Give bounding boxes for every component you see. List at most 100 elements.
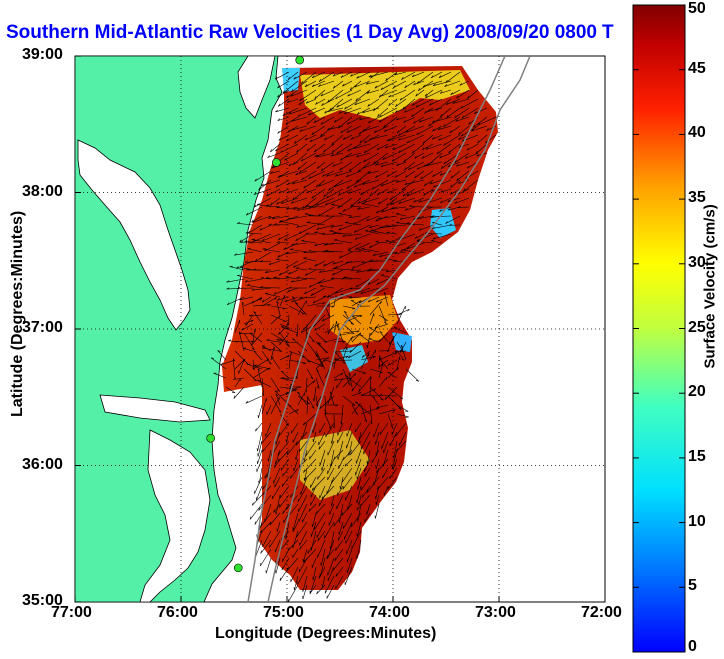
velocity-vector-head (390, 202, 393, 205)
velocity-vector (312, 296, 326, 304)
velocity-vector-head (306, 148, 309, 152)
velocity-vector-head (249, 516, 252, 520)
velocity-vector-head (342, 456, 345, 460)
velocity-vector-head (290, 280, 294, 283)
velocity-vector-head (267, 458, 269, 462)
velocity-vector (287, 179, 299, 185)
axis-ticks (74, 55, 606, 603)
velocity-vector-head (376, 147, 380, 151)
velocity-vector-head (361, 260, 365, 263)
velocity-vector-head (321, 496, 324, 500)
velocity-vector (301, 71, 317, 85)
velocity-vector (302, 548, 308, 563)
velocity-vector-head (432, 128, 435, 132)
velocity-vector-head (303, 477, 306, 481)
velocity-vector-head (303, 458, 305, 462)
colorbar-tick-label: 10 (688, 512, 706, 530)
velocity-vector-head (334, 291, 338, 294)
velocity-vector (376, 494, 380, 505)
velocity-vector-head (458, 137, 461, 140)
velocity-vector-head (353, 184, 357, 188)
velocity-vector-head (303, 422, 305, 426)
velocity-vector-head (257, 453, 259, 457)
velocity-vector-head (260, 286, 264, 288)
velocity-vector (395, 107, 407, 113)
velocity-vector-head (277, 85, 280, 89)
velocity-vector-head (373, 160, 376, 164)
velocity-vector-head (342, 83, 345, 87)
velocity-vector-head (394, 251, 398, 255)
velocity-vector-head (328, 187, 331, 191)
velocity-vector-head (282, 510, 284, 514)
velocity-vector (404, 161, 416, 171)
velocity-vector (356, 467, 362, 480)
velocity-vector-head (384, 129, 387, 132)
velocity-vector (316, 152, 335, 158)
velocity-vector (299, 530, 308, 546)
velocity-vector (312, 71, 326, 79)
velocity-vector (354, 224, 371, 233)
velocity-vector-head (262, 492, 264, 496)
velocity-vector (327, 89, 344, 103)
velocity-vector-head (331, 141, 334, 145)
velocity-vector (395, 170, 407, 178)
velocity-vector-head (391, 207, 394, 210)
velocity-vector-head (357, 486, 359, 490)
velocity-vector-head (345, 174, 349, 178)
velocity-vector-head (347, 148, 350, 152)
velocity-vector-head (256, 448, 258, 452)
velocity-vector (466, 143, 479, 151)
velocity-vector-head (321, 584, 323, 588)
velocity-vector-head (324, 409, 327, 413)
velocity-vector-head (395, 103, 398, 107)
velocity-vector (325, 422, 335, 438)
velocity-vector-head (251, 238, 255, 240)
velocity-vector-head (308, 508, 311, 512)
velocity-vector-head (228, 339, 232, 342)
velocity-vector-head (438, 75, 442, 78)
velocity-vector-head (348, 355, 351, 359)
velocity-vector-head (340, 421, 342, 425)
velocity-vector-head (330, 503, 332, 507)
velocity-vector-head (314, 243, 318, 247)
velocity-vector (360, 431, 371, 450)
velocity-vector-head (443, 161, 446, 165)
velocity-vector-head (366, 91, 370, 94)
velocity-vector-head (297, 166, 300, 170)
velocity-vector (335, 89, 353, 100)
velocity-vector (258, 494, 272, 511)
velocity-vector-head (290, 475, 292, 479)
velocity-vector (261, 296, 272, 303)
velocity-vector-head (413, 82, 416, 86)
velocity-vector-head (291, 299, 294, 303)
velocity-vector-head (270, 171, 273, 174)
velocity-vector-head (406, 222, 410, 224)
velocity-vector-head (336, 385, 338, 389)
velocity-vector-head (277, 389, 280, 392)
velocity-vector-head (388, 102, 391, 106)
velocity-vector (378, 409, 396, 415)
velocity-vector (366, 476, 380, 493)
velocity-vector-head (288, 286, 292, 289)
velocity-vector-head (454, 160, 457, 163)
velocity-vector-head (261, 299, 265, 303)
velocity-vector-head (374, 130, 377, 133)
velocity-vector (327, 107, 344, 112)
velocity-vector (324, 413, 332, 430)
velocity-vector (310, 476, 317, 488)
velocity-vector-head (244, 280, 248, 283)
velocity-vector-head (319, 406, 322, 410)
velocity-vector (431, 215, 452, 218)
velocity-vector (443, 116, 461, 128)
velocity-vector (333, 80, 344, 89)
velocity-vector (327, 566, 335, 581)
velocity-vector-head (416, 166, 420, 170)
velocity-vector (391, 152, 407, 162)
velocity-vector-head (287, 289, 291, 293)
velocity-vector (404, 80, 416, 89)
velocity-vector-head (403, 120, 406, 123)
velocity-vector (395, 98, 407, 107)
velocity-vector (363, 440, 371, 455)
velocity-vector-head (378, 201, 381, 205)
velocity-vector-head (298, 231, 302, 234)
